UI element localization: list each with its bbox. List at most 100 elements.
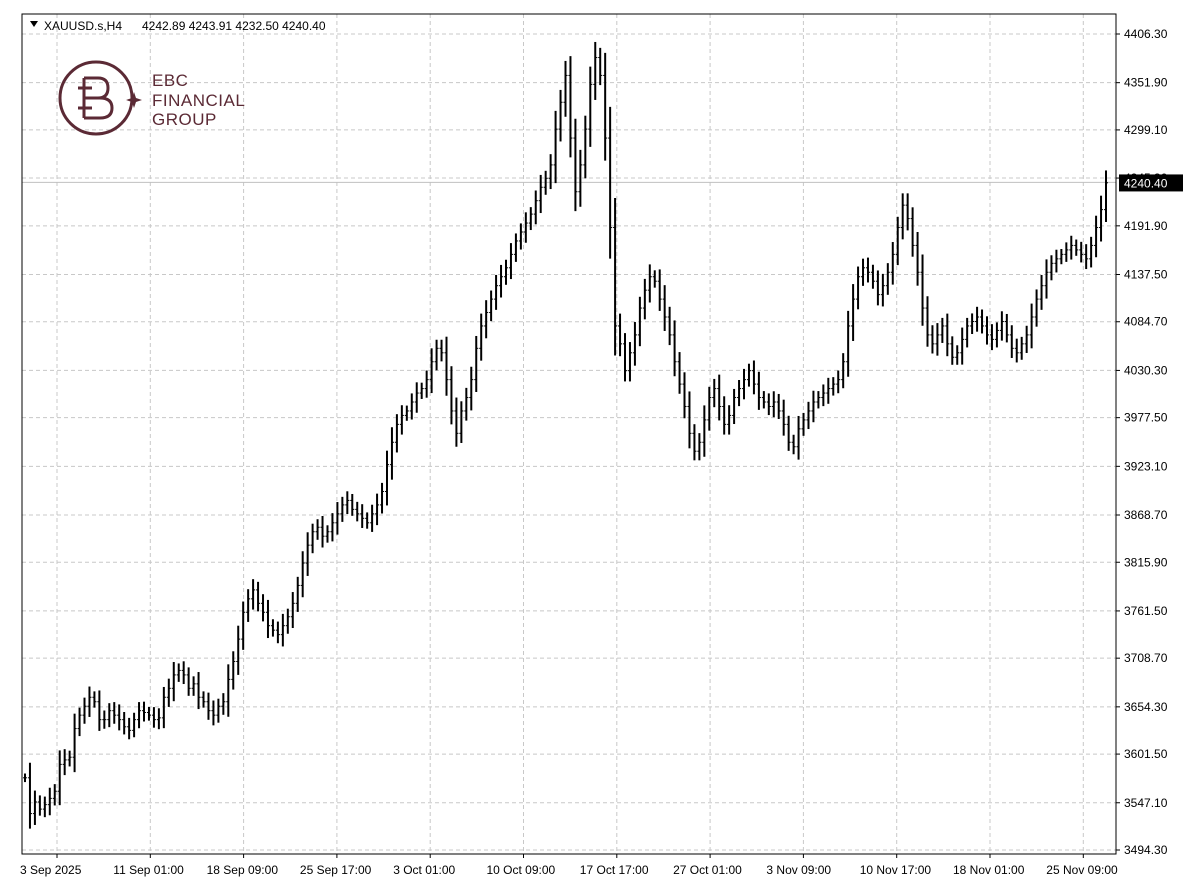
x-tick-label: 27 Oct 01:00 — [673, 863, 742, 877]
price-bar — [1074, 239, 1079, 256]
price-bar — [1094, 215, 1099, 258]
price-bar — [365, 512, 370, 529]
price-bar — [895, 216, 900, 266]
price-bar — [246, 589, 251, 622]
x-tick-label: 3 Oct 01:00 — [393, 863, 455, 877]
price-bar — [613, 198, 618, 356]
price-bar — [910, 207, 915, 257]
price-bar — [32, 790, 37, 825]
price-bar — [1019, 336, 1024, 360]
y-tick-label: 3708.70 — [1124, 651, 1168, 665]
price-bar — [156, 708, 161, 730]
price-bar — [915, 232, 920, 286]
price-bar — [1099, 195, 1104, 242]
price-bar — [191, 676, 196, 696]
price-bar — [345, 491, 350, 515]
price-bar — [970, 313, 975, 335]
price-bar — [97, 690, 102, 731]
price-bar — [166, 678, 171, 707]
y-tick-label: 4351.90 — [1124, 76, 1168, 90]
price-bar — [861, 258, 866, 286]
price-bar — [1024, 325, 1029, 353]
price-bar — [414, 382, 419, 413]
price-bar — [429, 348, 434, 394]
price-bar — [474, 335, 479, 392]
price-bar — [865, 257, 870, 283]
price-bar — [528, 207, 533, 231]
price-bar — [538, 174, 543, 214]
y-tick-label: 4137.50 — [1124, 268, 1168, 282]
price-bar — [712, 378, 717, 408]
price-bar — [52, 784, 57, 806]
current-price-badge: 4240.40 — [1119, 174, 1183, 192]
price-bar — [484, 300, 489, 339]
price-bar — [677, 352, 682, 394]
ebc-logo: EBC FINANCIAL GROUP — [58, 60, 245, 136]
price-bar — [756, 371, 761, 410]
price-bar — [761, 391, 766, 409]
price-bar — [340, 496, 345, 522]
price-bar — [102, 710, 107, 729]
price-bar — [394, 414, 399, 453]
x-tick-label: 18 Nov 01:00 — [953, 863, 1025, 877]
price-bar — [588, 66, 593, 147]
price-bar — [62, 749, 67, 776]
price-bar — [593, 41, 598, 100]
price-bar — [965, 317, 970, 348]
price-bar — [503, 259, 508, 285]
price-bar — [1044, 259, 1049, 299]
price-bar — [355, 501, 360, 522]
price-bar — [657, 269, 662, 311]
price-bar — [350, 493, 355, 516]
x-tick-label: 11 Sep 01:00 — [113, 863, 184, 877]
y-tick-label: 4030.30 — [1124, 363, 1168, 377]
price-bar — [558, 89, 563, 142]
price-bar — [737, 379, 742, 407]
price-bar — [171, 662, 176, 702]
price-bar — [627, 342, 632, 382]
price-bar — [682, 372, 687, 419]
price-bar — [955, 345, 960, 365]
price-bar — [1029, 303, 1034, 349]
price-bar — [315, 519, 320, 540]
price-bar — [57, 750, 62, 806]
price-bar — [1084, 244, 1089, 270]
price-bar — [305, 532, 310, 576]
price-bar — [1034, 289, 1039, 327]
price-bar — [603, 52, 608, 161]
price-bar — [464, 387, 469, 421]
y-tick-label: 4406.30 — [1124, 27, 1168, 41]
price-bar — [77, 707, 82, 737]
price-bar — [444, 336, 449, 396]
price-bar — [702, 405, 707, 457]
price-bar — [905, 193, 910, 231]
price-bar — [265, 599, 270, 639]
plot-border — [21, 13, 1117, 855]
price-bar — [42, 796, 47, 818]
price-bar — [623, 333, 628, 382]
price-bar — [1079, 241, 1084, 263]
x-tick-label: 3 Nov 09:00 — [766, 863, 831, 877]
price-bar — [1009, 325, 1014, 358]
price-bar — [578, 149, 583, 207]
symbol-label: XAUUSD.s,H4 — [44, 19, 122, 33]
dropdown-triangle-icon[interactable] — [30, 21, 38, 27]
price-bar — [583, 115, 588, 179]
price-bar — [568, 56, 573, 158]
price-bar — [950, 336, 955, 365]
price-bar — [543, 170, 548, 195]
price-bar — [499, 264, 504, 298]
price-bar — [424, 370, 429, 398]
price-bar — [900, 193, 905, 240]
price-bar — [885, 263, 890, 295]
price-bar — [553, 110, 558, 184]
y-tick-label: 3815.90 — [1124, 555, 1168, 569]
price-bar — [47, 787, 52, 816]
price-bar — [87, 686, 92, 717]
price-bar — [256, 581, 261, 612]
price-bar — [667, 306, 672, 346]
x-tick-label: 10 Nov 17:00 — [860, 863, 932, 877]
price-bar — [132, 712, 137, 738]
